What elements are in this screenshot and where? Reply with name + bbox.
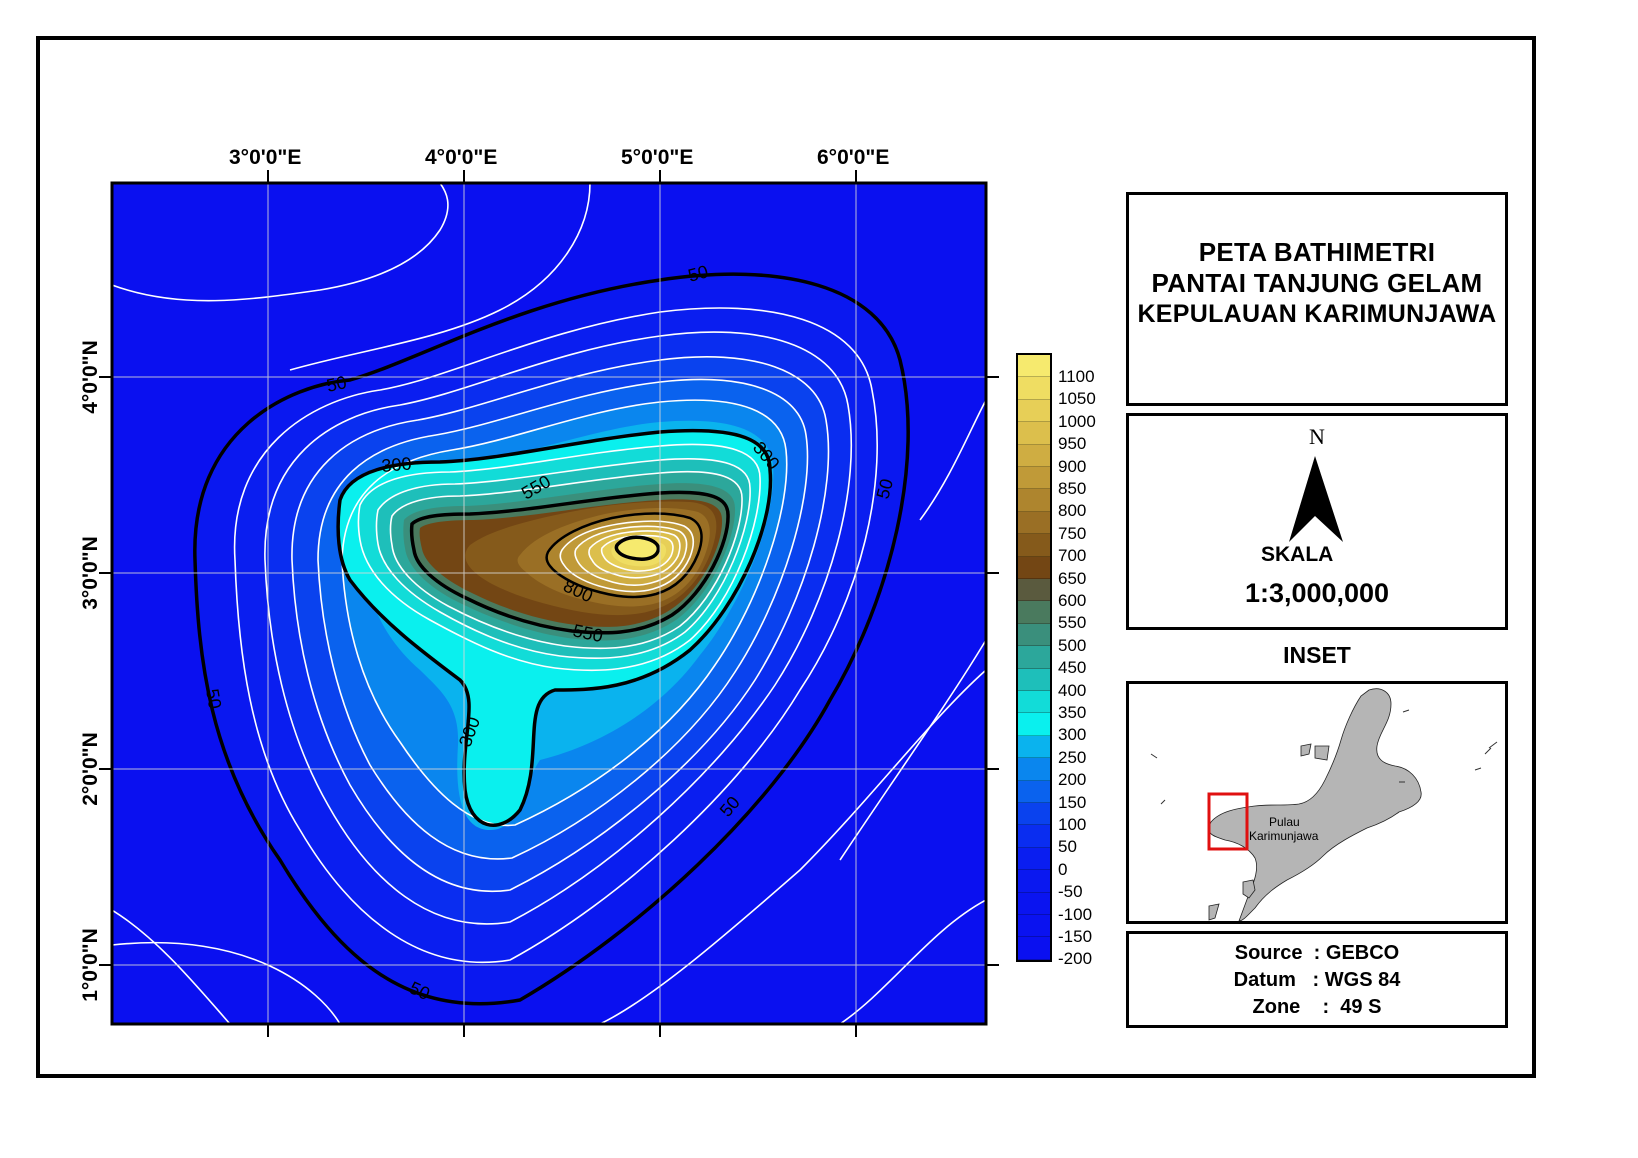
islet	[1150, 709, 1498, 805]
legend-swatch	[1018, 377, 1050, 400]
north-letter: N	[1309, 424, 1325, 449]
scale-value: 1:3,000,000	[1244, 578, 1390, 608]
title-panel: PETA BATHIMETRI PANTAI TANJUNG GELAM KEP…	[1126, 192, 1508, 406]
inset-place-line-1: Pulau	[1269, 815, 1300, 829]
legend-swatch	[1018, 847, 1050, 871]
legend-label: 150	[1058, 792, 1087, 812]
legend-swatch	[1018, 601, 1050, 624]
graticule	[112, 183, 986, 1024]
legend-swatch	[1018, 892, 1050, 915]
legend-label: -50	[1058, 882, 1083, 902]
legend-swatch	[1018, 870, 1050, 893]
legend-swatch	[1018, 623, 1050, 647]
legend-label: 1050	[1058, 389, 1096, 409]
title-line-1: PETA BATHIMETRI	[1198, 237, 1436, 267]
index-contours	[193, 272, 910, 1006]
datum-line: Datum : WGS 84	[1233, 969, 1401, 991]
inset-heading: INSET	[1283, 642, 1351, 668]
legend-swatch	[1018, 825, 1050, 848]
legend-swatch	[1018, 803, 1050, 826]
legend-label: -150	[1058, 927, 1093, 946]
title-line-2: PANTAI TANJUNG GELAM	[1151, 268, 1483, 298]
graticule-ticks	[99, 170, 999, 1037]
legend-swatch	[1018, 511, 1050, 535]
islet	[1242, 879, 1256, 899]
scale-panel: N SKALA 1:3,000,000	[1126, 413, 1508, 630]
legend-label: -100	[1058, 904, 1093, 924]
legend-label: 950	[1058, 434, 1087, 454]
legend-label: 550	[1058, 613, 1087, 633]
legend-swatch	[1018, 489, 1050, 512]
islet	[1314, 745, 1330, 761]
legend-swatch	[1018, 691, 1050, 714]
study-area-box	[1207, 792, 1249, 851]
contour-label: 50	[202, 687, 225, 710]
legend-swatch	[1018, 713, 1050, 736]
white-contours	[112, 183, 986, 1024]
contour-label: 50	[325, 372, 349, 396]
source-line: Source : GEBCO	[1234, 942, 1400, 964]
legend-swatch	[1018, 668, 1050, 691]
legend-label: 900	[1058, 456, 1087, 476]
legend-label: -200	[1058, 949, 1093, 969]
legend-swatch	[1018, 422, 1050, 445]
legend-swatch	[1018, 467, 1050, 490]
legend-swatch	[1018, 355, 1050, 378]
zone-line: Zone : 49 S	[1252, 996, 1382, 1018]
legend-swatch	[1018, 735, 1050, 759]
legend-label: 600	[1058, 591, 1087, 610]
legend-label: 650	[1058, 568, 1087, 588]
legend-label: 100	[1058, 815, 1087, 834]
legend-label: 350	[1058, 703, 1087, 722]
legend-swatch	[1018, 646, 1050, 669]
depth-legend: 1100 1050 1000 950 900 850 800 750 700 650 600 550 5…	[1016, 353, 1116, 967]
islet	[1300, 743, 1312, 757]
legend-label: 500	[1058, 635, 1087, 655]
contour-label: 300	[381, 453, 413, 476]
north-arrow-icon	[1289, 456, 1343, 542]
inset-map: Pulau Karimunjawa	[1150, 688, 1498, 921]
source-panel: Source : GEBCO Datum : WGS 84 Zone : 49 …	[1126, 931, 1508, 1028]
legend-swatch	[1018, 556, 1050, 579]
legend-label: 800	[1058, 501, 1087, 521]
lon-label-3e: 3°0'0"E	[229, 146, 302, 169]
outer-frame	[36, 36, 1536, 1078]
legend-label: 400	[1058, 680, 1087, 700]
inset-panel: Pulau Karimunjawa	[1126, 681, 1508, 924]
legend-label: 50	[1058, 837, 1077, 857]
scale-label: SKALA	[1261, 543, 1334, 566]
legend-swatch	[1018, 758, 1050, 781]
legend-swatch	[1018, 444, 1050, 467]
legend-swatch	[1018, 780, 1050, 803]
legend-label: 200	[1058, 770, 1087, 790]
legend-label: 450	[1058, 658, 1087, 678]
island-shape	[1208, 688, 1422, 921]
lon-label-4e: 4°0'0"E	[425, 146, 498, 169]
legend-swatch	[1018, 579, 1050, 602]
legend-label: 0	[1058, 859, 1068, 879]
inset-place-line-2: Karimunjawa	[1249, 829, 1319, 843]
lon-label-6e: 6°0'0"E	[817, 146, 890, 169]
band-1100	[616, 537, 659, 560]
islet	[1208, 903, 1220, 921]
legend-label: 250	[1058, 747, 1087, 767]
map-frame	[110, 181, 988, 1026]
legend-swatch	[1018, 534, 1050, 557]
legend-label: 300	[1058, 725, 1087, 745]
legend-label: 700	[1058, 546, 1087, 566]
legend-label: 1000	[1058, 411, 1096, 431]
legend-swatch	[1018, 937, 1050, 960]
title-line-3: KEPULAUAN KARIMUNJAWA	[1137, 300, 1497, 328]
legend-label: 750	[1058, 523, 1087, 543]
legend-swatch	[1018, 399, 1050, 423]
legend-swatch	[1018, 915, 1050, 938]
lon-label-5e: 5°0'0"E	[621, 146, 694, 169]
legend-label: 1100	[1058, 367, 1095, 386]
legend-ramp	[1016, 353, 1052, 962]
legend-label: 850	[1058, 479, 1087, 498]
